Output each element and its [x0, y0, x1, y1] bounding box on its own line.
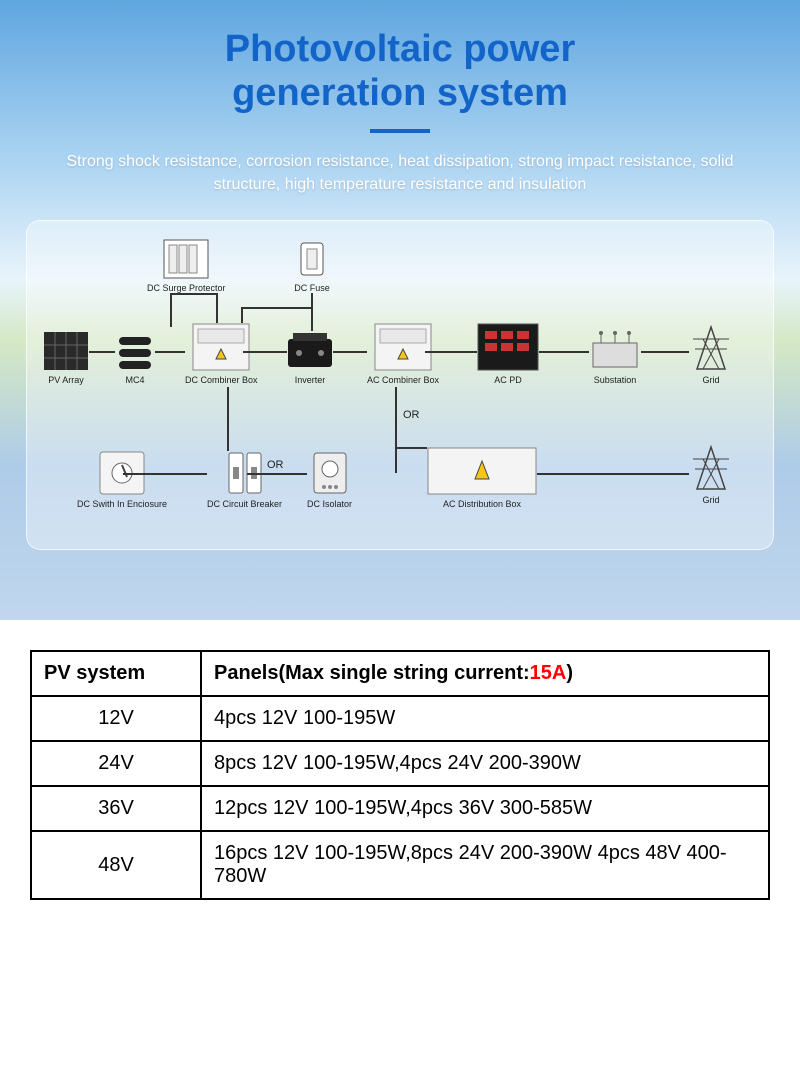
connector	[241, 307, 243, 323]
title-line-2: generation system	[232, 72, 568, 114]
connector	[155, 351, 185, 353]
label-substation: Substation	[589, 375, 641, 385]
label-inverter: Inverter	[287, 375, 333, 385]
label-ac-combiner: AC Combiner Box	[367, 375, 439, 385]
label-dc-surge: DC Surge Protector	[147, 283, 226, 293]
cell-system: 12V	[31, 696, 201, 741]
surge-protector-icon	[163, 239, 209, 279]
label-ac-pd: AC PD	[477, 375, 539, 385]
connector	[311, 293, 313, 331]
connector	[247, 473, 307, 475]
label-grid-top: Grid	[689, 375, 733, 385]
connector	[333, 351, 367, 353]
label-dc-combiner: DC Combiner Box	[185, 375, 258, 385]
header-panels: Panels(Max single string current:15A)	[201, 651, 769, 696]
connector	[216, 293, 218, 323]
header-pv-system: PV system	[31, 651, 201, 696]
title-line-1: Photovoltaic power	[225, 28, 575, 70]
cell-system: 36V	[31, 786, 201, 831]
pv-array-icon	[43, 331, 89, 371]
node-ac-combiner: AC Combiner Box	[367, 323, 439, 385]
node-ac-dist: AC Distribution Box	[427, 447, 537, 509]
connector	[89, 351, 115, 353]
header-panels-suffix: )	[566, 662, 573, 684]
label-ac-dist: AC Distribution Box	[427, 499, 537, 509]
label-dc-breaker: DC Circuit Breaker	[207, 499, 282, 509]
connector	[170, 293, 172, 327]
connector	[539, 351, 589, 353]
spec-table: PV system Panels(Max single string curre…	[30, 650, 770, 900]
connector	[395, 387, 397, 447]
dc-isolator-icon	[310, 451, 350, 495]
cell-panels: 4pcs 12V 100-195W	[201, 696, 769, 741]
table-row: 48V 16pcs 12V 100-195W,8pcs 24V 200-390W…	[31, 831, 769, 899]
inverter-icon	[287, 331, 333, 371]
label-grid-bottom: Grid	[689, 495, 733, 505]
cell-system: 48V	[31, 831, 201, 899]
node-grid-top: Grid	[689, 325, 733, 385]
cell-panels: 12pcs 12V 100-195W,4pcs 36V 300-585W	[201, 786, 769, 831]
node-substation: Substation	[589, 329, 641, 385]
fuse-icon	[289, 239, 335, 279]
table-header-row: PV system Panels(Max single string curre…	[31, 651, 769, 696]
node-dc-combiner: DC Combiner Box	[185, 323, 258, 385]
title-underline	[370, 129, 430, 133]
grid-tower-icon	[689, 445, 733, 491]
or-label-1: OR	[403, 409, 420, 421]
or-label-2: OR	[267, 459, 284, 471]
dc-combiner-icon	[192, 323, 250, 371]
ac-dist-icon	[427, 447, 537, 495]
connector	[395, 447, 397, 473]
node-pv-array: PV Array	[43, 331, 89, 385]
system-diagram: DC Surge Protector DC Fuse PV Array MC4 …	[26, 220, 774, 550]
header-panels-highlight: 15A	[530, 662, 567, 684]
connector	[641, 351, 689, 353]
connector	[395, 447, 427, 449]
connector	[123, 473, 207, 475]
ac-pd-icon	[477, 323, 539, 371]
node-inverter: Inverter	[287, 331, 333, 385]
label-dc-switch: DC Swith In Enciosure	[77, 499, 167, 509]
node-grid-bottom: Grid	[689, 445, 733, 505]
label-dc-isolator: DC Isolator	[307, 499, 352, 509]
node-dc-surge: DC Surge Protector	[147, 239, 226, 293]
node-dc-isolator: DC Isolator	[307, 451, 352, 509]
label-pv-array: PV Array	[43, 375, 89, 385]
cell-panels: 8pcs 12V 100-195W,4pcs 24V 200-390W	[201, 741, 769, 786]
header-panels-prefix: Panels(Max single string current:	[214, 662, 530, 684]
node-dc-fuse: DC Fuse	[289, 239, 335, 293]
cell-system: 24V	[31, 741, 201, 786]
table-row: 36V 12pcs 12V 100-195W,4pcs 36V 300-585W	[31, 786, 769, 831]
page-title: Photovoltaic power generation system	[0, 0, 800, 115]
node-dc-switch: DC Swith In Enciosure	[77, 451, 167, 509]
label-dc-fuse: DC Fuse	[289, 283, 335, 293]
ac-combiner-icon	[374, 323, 432, 371]
table-row: 24V 8pcs 12V 100-195W,4pcs 24V 200-390W	[31, 741, 769, 786]
connector	[170, 293, 218, 295]
subtitle-text: Strong shock resistance, corrosion resis…	[40, 151, 760, 196]
table-row: 12V 4pcs 12V 100-195W	[31, 696, 769, 741]
hero-section: Photovoltaic power generation system Str…	[0, 0, 800, 620]
node-mc4: MC4	[115, 331, 155, 385]
connector	[425, 351, 477, 353]
substation-icon	[589, 329, 641, 371]
cell-panels: 16pcs 12V 100-195W,8pcs 24V 200-390W 4pc…	[201, 831, 769, 899]
connector	[537, 473, 689, 475]
connector	[227, 387, 229, 451]
mc4-icon	[115, 331, 155, 371]
node-ac-pd: AC PD	[477, 323, 539, 385]
connector	[243, 351, 287, 353]
grid-tower-icon	[689, 325, 733, 371]
connector	[241, 307, 311, 309]
label-mc4: MC4	[115, 375, 155, 385]
